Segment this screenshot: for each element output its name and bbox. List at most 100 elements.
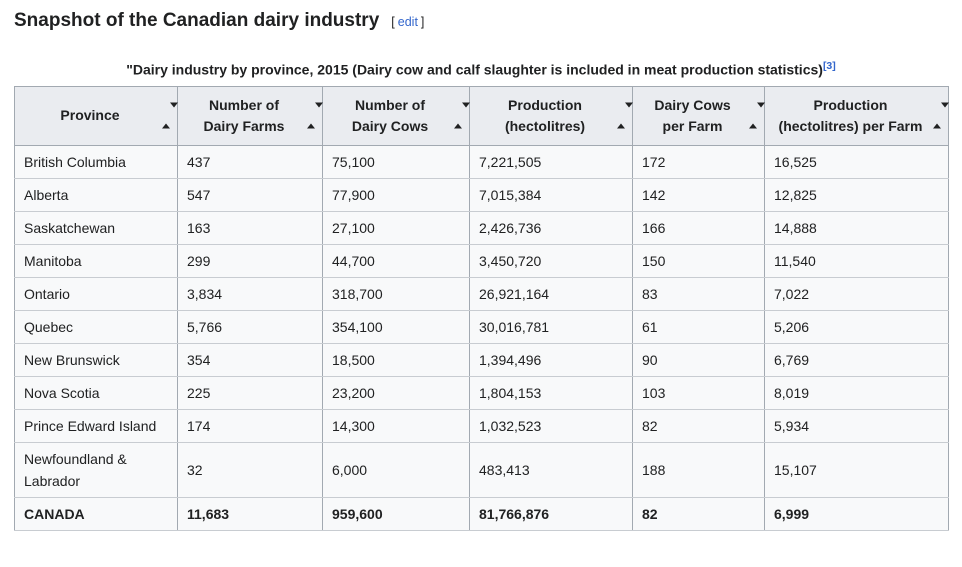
cell-production-per-farm: 11,540 bbox=[764, 243, 949, 278]
cell-cows-per-farm: 150 bbox=[632, 243, 765, 278]
cell-dairy-farms: 547 bbox=[177, 177, 323, 212]
cell-province: New Brunswick bbox=[14, 342, 178, 377]
cell-production-per-farm: 15,107 bbox=[764, 441, 949, 498]
table-header: Province Number of Dairy Farms Number of… bbox=[14, 85, 949, 146]
cell-province: Nova Scotia bbox=[14, 375, 178, 410]
cell-dairy-cows: 77,900 bbox=[322, 177, 470, 212]
cell-cows-per-farm: 83 bbox=[632, 276, 765, 311]
section-heading: Snapshot of the Canadian dairy industry … bbox=[14, 9, 948, 33]
cell-dairy-cows: 959,600 bbox=[322, 496, 470, 531]
column-header-label: Dairy Cows per Farm bbox=[654, 96, 731, 134]
table-row: Ontario 3,834 318,700 26,921,164 83 7,02… bbox=[14, 276, 949, 311]
column-header-production[interactable]: Production (hectolitres) bbox=[469, 85, 633, 146]
cell-production-per-farm: 6,769 bbox=[764, 342, 949, 377]
cell-province: Alberta bbox=[14, 177, 178, 212]
cell-cows-per-farm: 172 bbox=[632, 144, 765, 179]
sort-icon bbox=[307, 102, 323, 129]
cell-dairy-cows: 44,700 bbox=[322, 243, 470, 278]
cell-dairy-farms: 174 bbox=[177, 408, 323, 443]
cell-production-per-farm: 12,825 bbox=[764, 177, 949, 212]
cell-province: Ontario bbox=[14, 276, 178, 311]
edit-section: [edit] bbox=[391, 15, 424, 29]
cell-production-per-farm: 14,888 bbox=[764, 210, 949, 245]
cell-dairy-farms: 225 bbox=[177, 375, 323, 410]
cell-dairy-cows: 75,100 bbox=[322, 144, 470, 179]
cell-dairy-farms: 163 bbox=[177, 210, 323, 245]
edit-link[interactable]: edit bbox=[397, 15, 418, 29]
column-header-production-per-farm[interactable]: Production (hectolitres) per Farm bbox=[764, 85, 949, 146]
caption-text: "Dairy industry by province, 2015 (Dairy… bbox=[126, 61, 823, 78]
cell-dairy-farms: 299 bbox=[177, 243, 323, 278]
cell-cows-per-farm: 61 bbox=[632, 309, 765, 344]
cell-production-per-farm: 5,934 bbox=[764, 408, 949, 443]
edit-bracket-open: [ bbox=[391, 15, 395, 29]
cell-production-per-farm: 16,525 bbox=[764, 144, 949, 179]
column-header-label: Province bbox=[60, 107, 120, 124]
column-header-province[interactable]: Province bbox=[14, 85, 178, 146]
table-row: Manitoba 299 44,700 3,450,720 150 11,540 bbox=[14, 243, 949, 278]
cell-production: 1,394,496 bbox=[469, 342, 633, 377]
sort-icon bbox=[162, 102, 178, 129]
page-container: Snapshot of the Canadian dairy industry … bbox=[14, 9, 949, 531]
cell-production: 3,450,720 bbox=[469, 243, 633, 278]
column-header-cows-per-farm[interactable]: Dairy Cows per Farm bbox=[632, 85, 765, 146]
cell-dairy-cows: 14,300 bbox=[322, 408, 470, 443]
cell-province: Prince Edward Island bbox=[14, 408, 178, 443]
cell-dairy-cows: 23,200 bbox=[322, 375, 470, 410]
cell-production: 1,032,523 bbox=[469, 408, 633, 443]
table-row: Quebec 5,766 354,100 30,016,781 61 5,206 bbox=[14, 309, 949, 344]
cell-province: Manitoba bbox=[14, 243, 178, 278]
column-header-label: Production (hectolitres) bbox=[504, 96, 586, 134]
cell-cows-per-farm: 103 bbox=[632, 375, 765, 410]
cell-cows-per-farm: 188 bbox=[632, 441, 765, 498]
cell-dairy-farms: 354 bbox=[177, 342, 323, 377]
cell-cows-per-farm: 82 bbox=[632, 496, 765, 531]
cell-production: 7,221,505 bbox=[469, 144, 633, 179]
column-header-dairy-cows[interactable]: Number of Dairy Cows bbox=[322, 85, 470, 146]
table-footer-row: CANADA 11,683 959,600 81,766,876 82 6,99… bbox=[14, 496, 949, 531]
cell-production-per-farm: 7,022 bbox=[764, 276, 949, 311]
dairy-industry-table: Province Number of Dairy Farms Number of… bbox=[14, 85, 949, 531]
cell-cows-per-farm: 82 bbox=[632, 408, 765, 443]
cell-province: Quebec bbox=[14, 309, 178, 344]
column-header-label: Number of Dairy Farms bbox=[203, 96, 285, 134]
sort-icon bbox=[454, 102, 470, 129]
sort-icon bbox=[617, 102, 633, 129]
cell-province: British Columbia bbox=[14, 144, 178, 179]
reference-link[interactable]: [3] bbox=[822, 60, 836, 72]
cell-province: CANADA bbox=[14, 496, 178, 531]
table-row: Prince Edward Island 174 14,300 1,032,52… bbox=[14, 408, 949, 443]
column-header-label: Number of Dairy Cows bbox=[351, 96, 429, 134]
cell-dairy-farms: 437 bbox=[177, 144, 323, 179]
sort-icon bbox=[749, 102, 765, 129]
cell-dairy-farms: 3,834 bbox=[177, 276, 323, 311]
cell-production: 2,426,736 bbox=[469, 210, 633, 245]
table-row: British Columbia 437 75,100 7,221,505 17… bbox=[14, 144, 949, 179]
cell-dairy-farms: 5,766 bbox=[177, 309, 323, 344]
cell-production: 483,413 bbox=[469, 441, 633, 498]
cell-dairy-farms: 32 bbox=[177, 441, 323, 498]
cell-cows-per-farm: 166 bbox=[632, 210, 765, 245]
header-row: Province Number of Dairy Farms Number of… bbox=[14, 85, 949, 146]
page-title: Snapshot of the Canadian dairy industry bbox=[14, 10, 380, 31]
cell-dairy-farms: 11,683 bbox=[177, 496, 323, 531]
table-body: British Columbia 437 75,100 7,221,505 17… bbox=[14, 144, 949, 531]
table-caption: "Dairy industry by province, 2015 (Dairy… bbox=[14, 57, 948, 79]
sort-icon bbox=[933, 102, 949, 129]
cell-dairy-cows: 27,100 bbox=[322, 210, 470, 245]
table-row: Alberta 547 77,900 7,015,384 142 12,825 bbox=[14, 177, 949, 212]
cell-cows-per-farm: 90 bbox=[632, 342, 765, 377]
table-row: Saskatchewan 163 27,100 2,426,736 166 14… bbox=[14, 210, 949, 245]
table-row: New Brunswick 354 18,500 1,394,496 90 6,… bbox=[14, 342, 949, 377]
cell-production-per-farm: 8,019 bbox=[764, 375, 949, 410]
column-header-label: Production (hectolitres) per Farm bbox=[778, 96, 923, 134]
cell-dairy-cows: 6,000 bbox=[322, 441, 470, 498]
cell-production: 30,016,781 bbox=[469, 309, 633, 344]
column-header-dairy-farms[interactable]: Number of Dairy Farms bbox=[177, 85, 323, 146]
cell-province: Newfoundland & Labrador bbox=[14, 441, 178, 498]
cell-cows-per-farm: 142 bbox=[632, 177, 765, 212]
cell-production: 26,921,164 bbox=[469, 276, 633, 311]
cell-production: 1,804,153 bbox=[469, 375, 633, 410]
table-row: Nova Scotia 225 23,200 1,804,153 103 8,0… bbox=[14, 375, 949, 410]
cell-dairy-cows: 354,100 bbox=[322, 309, 470, 344]
